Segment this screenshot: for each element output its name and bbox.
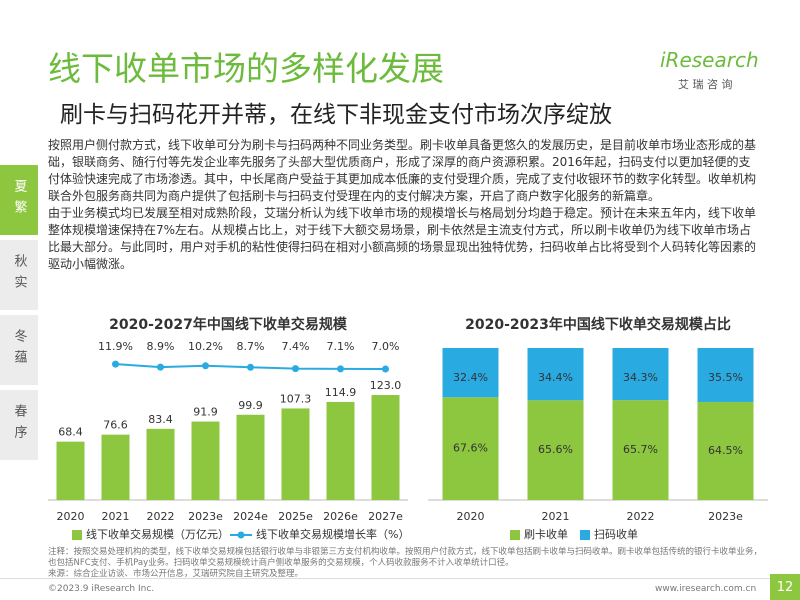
bar xyxy=(56,441,85,500)
side-tab[interactable]: 冬蕴 xyxy=(0,315,38,385)
side-tab[interactable]: 春序 xyxy=(0,390,38,460)
value-label: 65.7% xyxy=(623,443,658,456)
value-label: 67.6% xyxy=(453,442,488,455)
side-tab[interactable]: 夏繁 xyxy=(0,165,38,235)
x-tick-label: 2027e xyxy=(368,510,403,523)
bar-segment xyxy=(612,400,669,500)
notes: 注释：按照交易处理机构的类型，线下收单交易规模包括银行收单与非银第三方支付机构收… xyxy=(48,547,768,580)
value-label: 11.9% xyxy=(98,340,133,353)
bar-segment xyxy=(697,401,754,500)
value-label: 10.2% xyxy=(188,340,223,353)
value-label: 99.9 xyxy=(238,399,263,412)
bar-segment xyxy=(442,348,499,398)
bar-segment xyxy=(527,348,584,401)
value-label: 7.0% xyxy=(372,340,400,353)
body: 按照用户侧付款方式，线下收单可分为刷卡与扫码两种不同业务类型。刷卡收单具备更悠久… xyxy=(48,137,760,273)
x-tick-label: 2023e xyxy=(708,510,743,523)
value-label: 8.7% xyxy=(237,340,265,353)
value-label: 34.4% xyxy=(538,371,573,384)
bar-segment xyxy=(442,397,499,500)
x-tick-label: 2022 xyxy=(627,510,655,523)
value-label: 64.5% xyxy=(708,444,743,457)
bar xyxy=(371,395,400,500)
legend-swatch xyxy=(510,530,520,540)
bar xyxy=(326,401,355,500)
legend-label: 扫码收单 xyxy=(594,527,638,541)
value-label: 83.4 xyxy=(148,413,173,426)
line-point xyxy=(247,363,254,371)
legend-swatch xyxy=(580,530,590,540)
bar xyxy=(191,421,220,500)
page-subtitle: 刷卡与扫码花开并蒂，在线下非现金支付市场次序绽放 xyxy=(60,102,612,128)
value-label: 32.4% xyxy=(453,371,488,384)
line-point xyxy=(112,360,119,368)
bar-segment xyxy=(527,400,584,500)
value-label: 7.1% xyxy=(327,340,355,353)
bar-segment xyxy=(612,348,669,401)
value-label: 68.4 xyxy=(58,426,83,439)
value-label: 123.0 xyxy=(370,379,402,392)
bar xyxy=(101,434,130,500)
x-tick-label: 2024e xyxy=(233,510,268,523)
paragraph: 按照用户侧付款方式，线下收单可分为刷卡与扫码两种不同业务类型。刷卡收单具备更悠久… xyxy=(48,138,757,203)
logo-sub: 艾 瑞 咨 询 xyxy=(678,78,733,91)
copyright: ©2023.9 iResearch Inc. xyxy=(48,584,155,594)
value-label: 34.3% xyxy=(623,371,658,384)
x-tick-label: 2026e xyxy=(323,510,358,523)
legend-label: 线下收单交易规模增长率（%） xyxy=(256,527,409,541)
bar xyxy=(146,428,175,500)
source: 来源：综合企业访谈、市场公开信息，艾瑞研究院自主研究及整理。 xyxy=(48,569,304,579)
line-point xyxy=(202,362,209,370)
legend-label: 刷卡收单 xyxy=(524,527,568,541)
value-label: 65.6% xyxy=(538,443,573,456)
footer-rule xyxy=(0,578,800,579)
line-point xyxy=(382,365,389,373)
value-label: 7.4% xyxy=(282,340,310,353)
x-tick-label: 2020 xyxy=(457,510,485,523)
legend-swatch xyxy=(72,530,82,540)
bar xyxy=(281,408,310,500)
legend-swatch xyxy=(237,531,245,539)
note: 注释：按照交易处理机构的类型，线下收单交易规模包括银行收单与非银第三方支付机构收… xyxy=(48,547,763,568)
bar-segment xyxy=(697,348,754,402)
value-label: 8.9% xyxy=(147,340,175,353)
x-tick-label: 2025e xyxy=(278,510,313,523)
legend-label: 线下收单交易规模（万亿元） xyxy=(86,527,229,541)
side-tab[interactable]: 秋实 xyxy=(0,240,38,310)
chart-title: 2020-2023年中国线下收单交易规模占比 xyxy=(465,316,731,333)
line-point xyxy=(157,363,164,371)
chart-title: 2020-2027年中国线下收单交易规模 xyxy=(109,316,348,333)
value-label: 35.5% xyxy=(708,371,743,384)
page-number: 12 xyxy=(770,574,800,600)
line-point xyxy=(292,365,299,373)
value-label: 114.9 xyxy=(325,386,357,399)
paragraph: 由于业务模式均已发展至相对成熟阶段，艾瑞分析认为线下收单市场的规模增长与格局划分… xyxy=(48,206,757,271)
url: www.iresearch.com.cn xyxy=(655,584,757,594)
x-tick-label: 2021 xyxy=(542,510,570,523)
page-title: 线下收单市场的多样化发展 xyxy=(48,49,444,88)
value-label: 91.9 xyxy=(193,406,218,419)
x-tick-label: 2023e xyxy=(188,510,223,523)
bar xyxy=(236,414,265,500)
value-label: 76.6 xyxy=(103,419,128,432)
logo: iResearch xyxy=(660,48,759,72)
x-tick-label: 2022 xyxy=(147,510,175,523)
x-tick-label: 2020 xyxy=(57,510,85,523)
x-tick-label: 2021 xyxy=(102,510,130,523)
value-label: 107.3 xyxy=(280,392,312,405)
line-point xyxy=(337,365,344,373)
